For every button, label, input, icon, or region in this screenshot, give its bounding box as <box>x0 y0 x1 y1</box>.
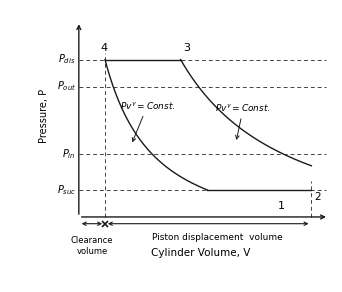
Text: $P_{in}$: $P_{in}$ <box>62 147 76 161</box>
Text: $P_{out}$: $P_{out}$ <box>57 80 76 93</box>
Text: 3: 3 <box>183 43 190 53</box>
Text: $Pv^{\gamma} = Const.$: $Pv^{\gamma} = Const.$ <box>215 102 271 139</box>
Text: 4: 4 <box>100 43 107 53</box>
Text: $P_{dis}$: $P_{dis}$ <box>58 53 76 67</box>
Text: $P_{suc}$: $P_{suc}$ <box>56 183 76 197</box>
Text: Pressure, P: Pressure, P <box>39 89 49 143</box>
Text: 2: 2 <box>314 192 321 202</box>
Text: 1: 1 <box>278 201 285 211</box>
Text: Cylinder Volume, V: Cylinder Volume, V <box>151 248 251 258</box>
Text: $Pv^{\gamma} = Const.$: $Pv^{\gamma} = Const.$ <box>120 100 175 141</box>
Text: Piston displacement  volume: Piston displacement volume <box>152 233 282 242</box>
Text: Clearance
volume: Clearance volume <box>71 236 113 256</box>
